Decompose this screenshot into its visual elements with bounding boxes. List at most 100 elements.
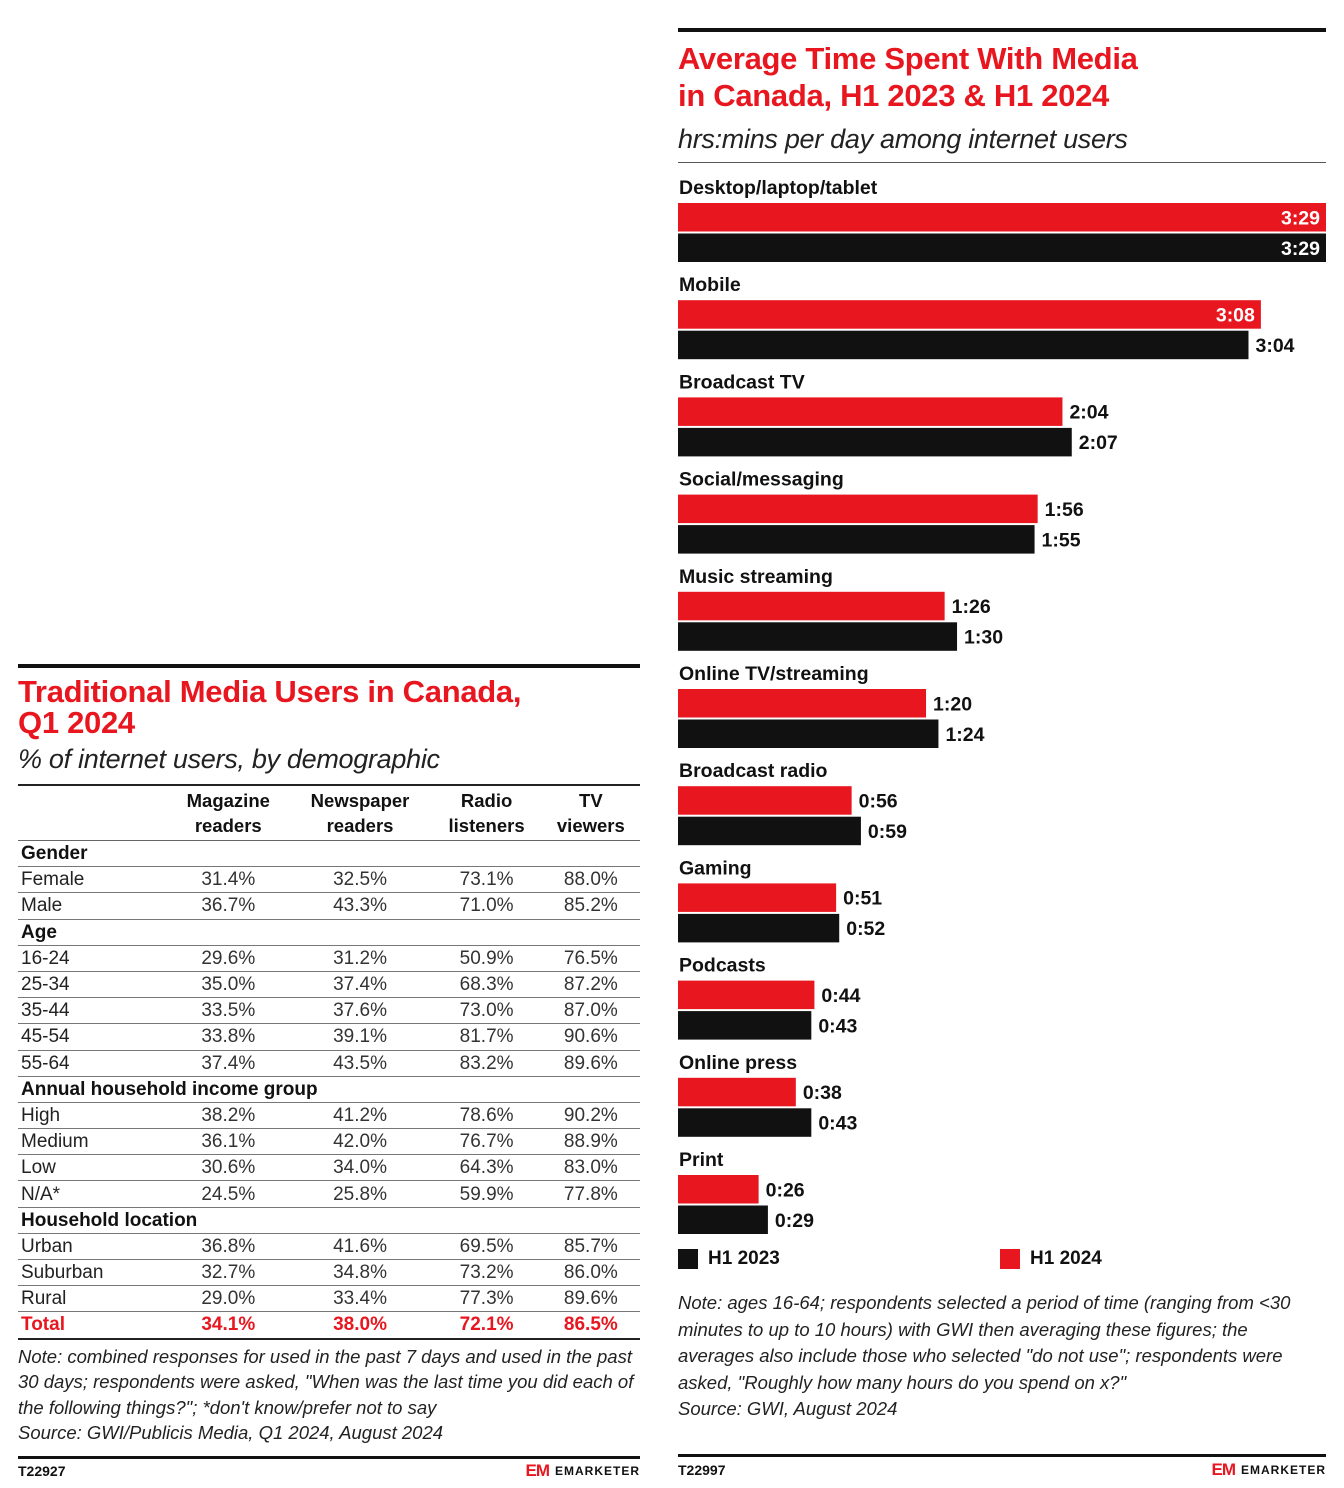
table-cell: 88.9%: [541, 1128, 640, 1156]
table-row: Low 30.6% 34.0% 64.3% 83.0%: [18, 1154, 640, 1182]
bar-h1-2024: [678, 1077, 796, 1107]
row-label: Low: [18, 1154, 168, 1182]
table-cell: 76.5%: [541, 945, 640, 972]
table-cell: 59.9%: [431, 1180, 542, 1208]
bar-h1-2023: [678, 1205, 768, 1234]
value-label: 3:04: [1255, 335, 1294, 357]
table-cell: 29.6%: [168, 945, 289, 972]
category-label: Gaming: [679, 857, 752, 879]
table-cell: 36.7%: [168, 892, 289, 920]
top-rule: [678, 28, 1326, 32]
table-cell: 25.8%: [288, 1180, 432, 1208]
row-label: 16-24: [18, 945, 168, 972]
value-label: 0:38: [803, 1082, 842, 1104]
value-label: 3:29: [1281, 238, 1320, 260]
table-cell: 72.1%: [431, 1311, 542, 1340]
value-label: 0:56: [859, 790, 898, 812]
table-cell: 89.6%: [541, 1285, 640, 1313]
value-label: 2:04: [1069, 402, 1108, 424]
media-time-panel: Average Time Spent With Media in Canada,…: [678, 28, 1326, 1483]
group-label: Gender: [18, 840, 640, 868]
bar-h1-2023: [678, 913, 840, 943]
table-cell: 50.9%: [431, 945, 542, 972]
table-cell: 24.5%: [168, 1180, 289, 1208]
table-cell: 36.8%: [168, 1233, 289, 1261]
table-note-text: Note: combined responses for used in the…: [18, 1345, 634, 1418]
table-cell: 90.6%: [541, 1023, 640, 1051]
row-label: Female: [18, 866, 168, 894]
table-cell: 64.3%: [431, 1154, 542, 1182]
table-group-row: Annual household income group: [18, 1076, 640, 1103]
chart-title-line2: in Canada, H1 2023 & H1 2024: [678, 78, 1109, 113]
bar-h1-2023: [678, 622, 958, 651]
table-cell: 32.5%: [288, 866, 432, 894]
table-cell: 31.2%: [288, 945, 432, 972]
value-label: 0:59: [868, 821, 907, 843]
table-header-blank: [18, 786, 168, 841]
table-cell: 41.6%: [288, 1233, 432, 1261]
row-label: 35-44: [18, 997, 168, 1025]
table-cell: 34.0%: [288, 1154, 432, 1182]
value-label: 1:24: [945, 724, 984, 746]
table-rule: [18, 784, 640, 786]
table-cell: 83.2%: [431, 1050, 542, 1077]
table-cell: 33.4%: [288, 1285, 432, 1313]
table-cell: 71.0%: [431, 892, 542, 920]
bar-h1-2023: [678, 525, 1035, 554]
table-cell: 73.0%: [431, 997, 542, 1025]
bar-h1-2024: [678, 883, 837, 912]
table-note: Note: combined responses for used in the…: [18, 1344, 640, 1446]
chart-rule: [678, 162, 1326, 163]
table-cell: 83.0%: [541, 1154, 640, 1182]
table-cell: 35.0%: [168, 971, 289, 999]
chart-source: Source: GWI, August 2024: [678, 1398, 898, 1419]
table-cell: 34.1%: [168, 1311, 289, 1340]
category-label: Online TV/streaming: [679, 663, 869, 685]
value-label: 0:43: [818, 1113, 857, 1135]
chart-subtitle: hrs:mins per day among internet users: [678, 124, 1128, 154]
table-title: Traditional Media Users in Canada, Q1 20…: [18, 676, 640, 738]
table-cell: 37.6%: [288, 997, 432, 1025]
table-cell: 90.2%: [541, 1102, 640, 1130]
demographics-table: Magazine readers Newspaper readers Radio li…: [18, 786, 640, 1340]
table-cell: 85.2%: [541, 892, 640, 920]
bar-h1-2023: [678, 330, 1249, 360]
legend-item-h1-2024: H1 2024: [1000, 1248, 1102, 1270]
category-label: Social/messaging: [679, 469, 844, 491]
table-row: Female 31.4% 32.5% 73.1% 88.0%: [18, 866, 640, 894]
table-title-line2: Q1 2024: [18, 705, 135, 740]
bar-h1-2024: [678, 689, 927, 718]
row-label: 45-54: [18, 1023, 168, 1051]
table-row: 35-44 33.5% 37.6% 73.0% 87.0%: [18, 997, 640, 1025]
chart-legend: H1 2023 H1 2024: [678, 1246, 1326, 1272]
table-cell: 37.4%: [168, 1050, 289, 1077]
value-label: 0:43: [818, 1015, 857, 1037]
table-cell: 36.1%: [168, 1128, 289, 1156]
table-cell: 77.3%: [431, 1285, 542, 1313]
value-label: 0:29: [775, 1210, 814, 1232]
table-cell: 73.2%: [431, 1259, 542, 1287]
bar-h1-2024: [678, 591, 945, 621]
traditional-media-panel: Traditional Media Users in Canada, Q1 20…: [18, 664, 640, 1483]
group-label: Household location: [18, 1207, 640, 1234]
category-label: Online press: [679, 1052, 797, 1074]
table-cell: 30.6%: [168, 1154, 289, 1182]
category-label: Music streaming: [679, 566, 833, 588]
bar-h1-2024: [678, 1175, 759, 1204]
chart-title: Average Time Spent With Media in Canada,…: [678, 40, 1326, 114]
value-label: 1:56: [1045, 499, 1084, 521]
legend-swatch-black: [678, 1249, 698, 1269]
table-row: Medium 36.1% 42.0% 76.7% 88.9%: [18, 1128, 640, 1156]
table-group-row: Household location: [18, 1207, 640, 1234]
bar-h1-2023: [678, 719, 939, 748]
chart-title-line1: Average Time Spent With Media: [678, 41, 1138, 76]
row-label: N/A*: [18, 1180, 168, 1208]
table-cell: 42.0%: [288, 1128, 432, 1156]
table-row: 16-24 29.6% 31.2% 50.9% 76.5%: [18, 945, 640, 972]
bar-h1-2024: [678, 494, 1038, 524]
row-label: 55-64: [18, 1050, 168, 1077]
row-label: Total: [18, 1311, 168, 1340]
top-rule: [18, 664, 640, 668]
row-label: High: [18, 1102, 168, 1130]
table-cell: 34.8%: [288, 1259, 432, 1287]
